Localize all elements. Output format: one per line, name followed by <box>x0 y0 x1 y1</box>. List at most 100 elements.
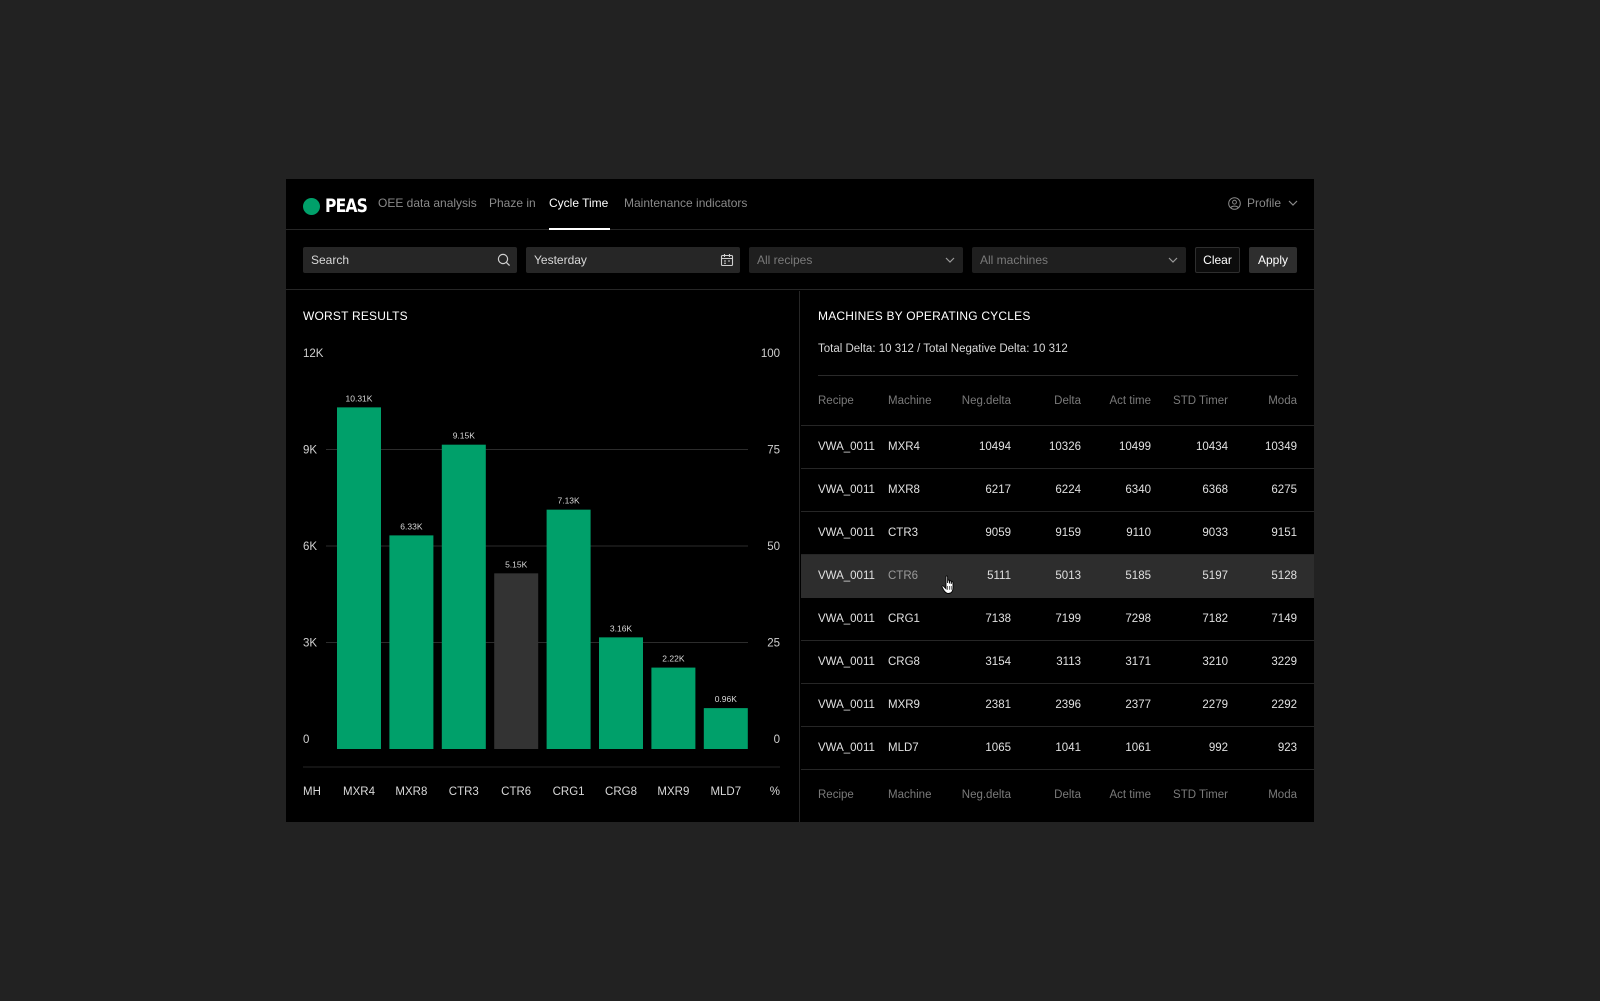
x-tick-label: MXR8 <box>395 786 427 798</box>
user-circle-icon <box>1228 196 1241 210</box>
cell-machine: CTR3 <box>888 527 919 539</box>
chevron-down-icon <box>945 257 955 263</box>
column-header-moda: Moda <box>1268 394 1297 407</box>
table-row[interactable]: VWA_0011 CTR6 5111 5013 5185 5197 5128 <box>801 555 1314 598</box>
y-left-tick-label: 12K <box>303 348 324 360</box>
cell-neg-delta: 5111 <box>987 570 1011 582</box>
date-picker[interactable]: Yesterday <box>526 247 740 273</box>
machines-panel: MACHINES BY OPERATING CYCLES Total Delta… <box>801 291 1314 822</box>
cell-std-timer: 6368 <box>1202 484 1228 496</box>
y-right-tick-label: 75 <box>767 445 780 457</box>
cell-act-time: 9110 <box>1126 527 1151 539</box>
bar-ctr6 <box>494 573 539 749</box>
clear-button[interactable]: Clear <box>1195 247 1240 273</box>
profile-menu[interactable]: Profile <box>1228 196 1298 210</box>
bar-value-label: 9.15K <box>453 431 476 441</box>
bar-value-label: 3.16K <box>610 623 633 633</box>
worst-results-chart: 10.31K 6.33K 9.15K 5.15K 7.13K 3.16K 2.22K 0.96… <box>303 348 780 798</box>
app-window: PEAS OEE data analysis Phaze in Cycle Ti… <box>286 179 1314 822</box>
x-tick-label: MXR4 <box>343 786 376 798</box>
calendar-icon <box>720 254 734 267</box>
table-row[interactable]: VWA_0011 MXR4 10494 10326 10499 10434 10349 <box>801 426 1314 469</box>
cell-neg-delta: 3154 <box>985 656 1011 668</box>
column-header-delta: Delta <box>1054 394 1081 407</box>
table-row[interactable]: VWA_0011 MXR9 2381 2396 2377 2279 2292 <box>801 684 1314 727</box>
y-right-tick-label: 50 <box>767 541 780 553</box>
column-header-neg-delta: Neg.delta <box>961 394 1011 407</box>
cell-act-time: 7298 <box>1125 613 1151 625</box>
y-right-tick-label: 100 <box>761 348 780 360</box>
bar-value-label: 0.96K <box>715 694 738 704</box>
table-footer-row: Recipe Machine Neg.delta Delta Act time STD T… <box>801 770 1314 820</box>
cell-moda: 2292 <box>1271 699 1297 711</box>
cell-delta: 9159 <box>1055 527 1081 539</box>
chevron-down-icon <box>1288 200 1298 206</box>
table-row[interactable]: VWA_0011 CRG1 7138 7199 7298 7182 7149 <box>801 598 1314 641</box>
machines-table: Recipe Machine Neg.delta Delta Act time STD T… <box>801 376 1314 820</box>
bar-crg1 <box>546 509 591 749</box>
bar-mxr9 <box>651 667 696 749</box>
x-tick-label: CTR3 <box>449 786 479 798</box>
cell-neg-delta: 7138 <box>985 613 1011 625</box>
active-tab-indicator <box>549 228 610 230</box>
y-left-tick-label: 6K <box>303 541 317 553</box>
cell-std-timer: 7182 <box>1202 613 1228 625</box>
column-header-std-timer: STD Timer <box>1173 789 1228 801</box>
cell-moda: 923 <box>1277 742 1297 754</box>
x-tick-label: MXR9 <box>657 786 689 798</box>
column-header-delta: Delta <box>1054 789 1081 801</box>
hand-cursor-icon <box>941 575 954 594</box>
bar-value-label: 2.22K <box>662 654 685 664</box>
cell-act-time: 2377 <box>1125 699 1151 711</box>
cell-moda: 5128 <box>1271 570 1297 582</box>
cell-act-time: 6340 <box>1125 484 1151 496</box>
table-row[interactable]: VWA_0011 MLD7 1065 1041 1061 992 923 <box>801 727 1314 770</box>
apply-button[interactable]: Apply <box>1249 247 1297 273</box>
column-header-machine: Machine <box>888 789 932 801</box>
cell-machine: MLD7 <box>888 742 919 754</box>
cell-std-timer: 992 <box>1208 742 1228 754</box>
cell-act-time: 1061 <box>1125 742 1151 754</box>
bar-value-label: 6.33K <box>400 521 423 531</box>
column-header-moda: Moda <box>1268 789 1297 801</box>
column-header-machine: Machine <box>888 394 932 407</box>
worst-results-panel: WORST RESULTS 10.31K 6.33K 9.15K 5.15K 7.13K… <box>286 291 800 822</box>
cell-delta: 10326 <box>1049 441 1081 453</box>
profile-label: Profile <box>1246 196 1281 210</box>
cell-machine: MXR8 <box>888 484 920 496</box>
cell-machine: CRG1 <box>888 613 920 625</box>
worst-results-title: WORST RESULTS <box>303 309 408 323</box>
cell-recipe: VWA_0011 <box>818 441 875 453</box>
column-header-std-timer: STD Timer <box>1173 394 1228 407</box>
logo[interactable]: PEAS <box>303 195 376 217</box>
x-tick-label: CTR6 <box>501 786 531 798</box>
logo-text: PEAS <box>325 195 368 217</box>
search-placeholder: Search <box>311 253 350 267</box>
cell-std-timer: 5197 <box>1202 570 1228 582</box>
nav-tab-maintenance-indicators[interactable]: Maintenance indicators <box>624 196 748 210</box>
cell-recipe: VWA_0011 <box>818 742 875 754</box>
search-icon <box>497 253 511 267</box>
bar-value-label: 7.13K <box>557 496 580 506</box>
y-right-tick-label: 0 <box>774 734 780 746</box>
nav-tab-phaze-in[interactable]: Phaze in <box>489 196 536 210</box>
cell-std-timer: 10434 <box>1196 441 1228 453</box>
cell-machine: CTR6 <box>888 570 919 582</box>
date-value: Yesterday <box>534 253 587 267</box>
nav-tab-oee-data-analysis[interactable]: OEE data analysis <box>378 196 477 210</box>
table-row[interactable]: VWA_0011 CRG8 3154 3113 3171 3210 3229 <box>801 641 1314 684</box>
cell-recipe: VWA_0011 <box>818 527 875 539</box>
table-row[interactable]: VWA_0011 CTR3 9059 9159 9110 9033 9151 <box>801 512 1314 555</box>
machines-title: MACHINES BY OPERATING CYCLES <box>818 309 1031 323</box>
table-header-row: Recipe Machine Neg.delta Delta Act time STD T… <box>801 376 1314 426</box>
filter-bar: Search Yesterday All recipes <box>286 230 1314 290</box>
recipes-placeholder: All recipes <box>757 253 813 267</box>
column-header-recipe: Recipe <box>818 789 854 801</box>
nav-tab-cycle-time[interactable]: Cycle Time <box>549 196 609 210</box>
machines-select[interactable]: All machines <box>972 247 1186 273</box>
x-tick-label: MLD7 <box>710 786 741 798</box>
recipes-select[interactable]: All recipes <box>749 247 963 273</box>
search-input[interactable]: Search <box>303 247 517 273</box>
column-header-act-time: Act time <box>1109 789 1151 801</box>
table-row[interactable]: VWA_0011 MXR8 6217 6224 6340 6368 6275 <box>801 469 1314 512</box>
